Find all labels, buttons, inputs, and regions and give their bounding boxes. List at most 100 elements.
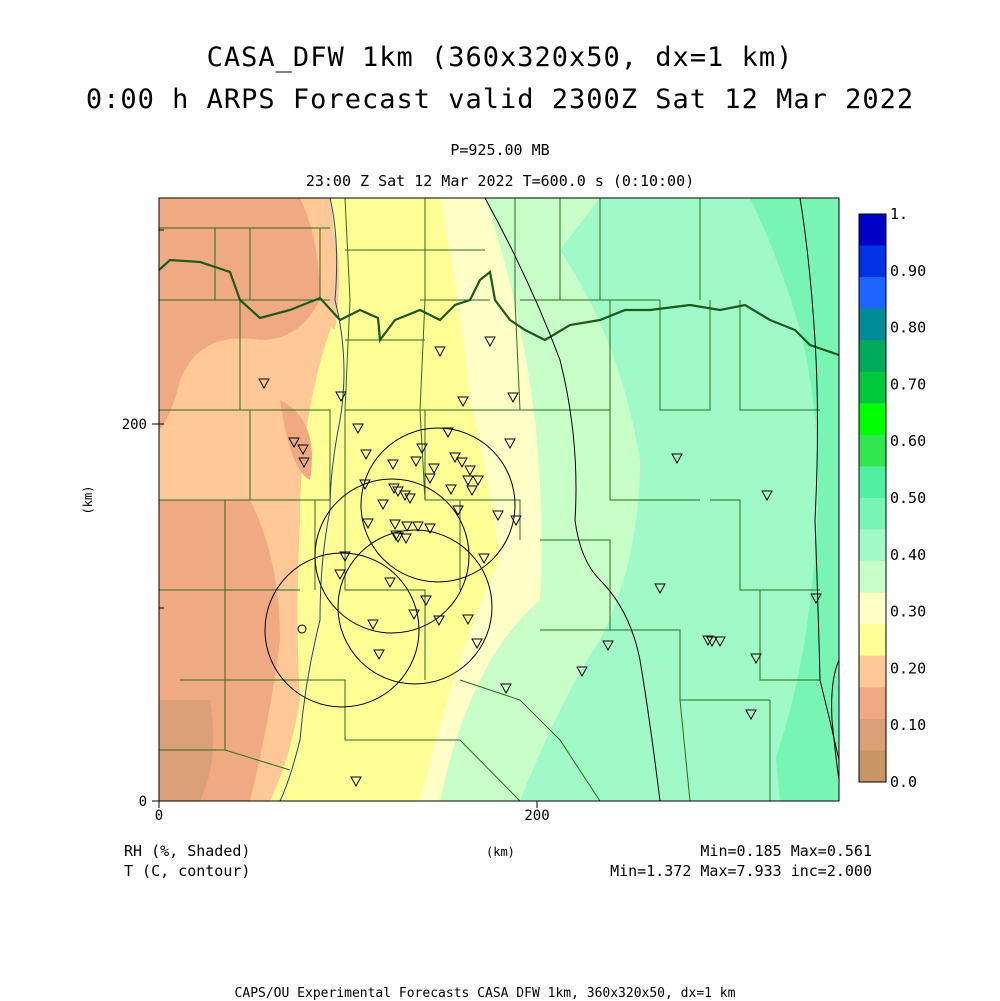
- station-marker: [702, 635, 714, 647]
- station-marker: [576, 666, 588, 678]
- station-marker: [478, 553, 490, 565]
- station-marker: [390, 530, 402, 542]
- station-marker: [408, 609, 420, 621]
- x-tick-0: 0: [155, 808, 163, 824]
- legend-swatch: [859, 498, 886, 531]
- observation-stations: [258, 336, 822, 788]
- station-marker: [471, 638, 483, 650]
- y-tick-0: 0: [139, 794, 147, 810]
- legend-label: 0.10: [890, 716, 926, 734]
- legend-swatch: [859, 466, 886, 499]
- station-marker: [452, 505, 464, 517]
- legend-swatch: [859, 624, 886, 657]
- legend-swatch: [859, 277, 886, 310]
- legend-swatch: [859, 529, 886, 562]
- x-tick-200: 200: [524, 808, 549, 824]
- station-marker: [335, 391, 347, 403]
- axis-ticks: [152, 229, 538, 808]
- station-marker: [288, 437, 300, 449]
- legend-swatch: [859, 340, 886, 373]
- legend-label: 0.0: [890, 773, 917, 791]
- station-marker: [500, 683, 512, 695]
- station-marker: [389, 519, 401, 531]
- plot-title-line2: 0:00 h ARPS Forecast valid 2300Z Sat 12 …: [85, 84, 915, 115]
- legend-swatch: [859, 655, 886, 688]
- station-marker: [410, 456, 422, 468]
- station-marker: [359, 479, 371, 491]
- station-marker: [384, 577, 396, 589]
- legend-swatch: [859, 687, 886, 720]
- station-marker: [428, 463, 440, 475]
- legend-label: 0.90: [890, 262, 926, 280]
- station-marker: [462, 614, 474, 626]
- station-marker: [504, 438, 516, 450]
- valid-time-label: 23:00 Z Sat 12 Mar 2022 T=600.0 s (0:10:…: [305, 172, 695, 190]
- rh-stats: Min=0.185 Max=0.561: [700, 842, 872, 860]
- legend-swatch: [859, 718, 886, 751]
- station-marker: [360, 449, 372, 461]
- station-marker: [464, 465, 476, 477]
- station-marker: [434, 346, 446, 358]
- plot-title-line1: CASA_DFW 1km (360x320x50, dx=1 km): [206, 42, 794, 73]
- station-marker: [334, 569, 346, 581]
- station-marker: [442, 427, 454, 439]
- station-marker: [399, 490, 411, 502]
- legend-swatch: [859, 403, 886, 436]
- legend-swatch: [859, 561, 886, 594]
- station-marker: [258, 378, 270, 390]
- station-marker: [484, 336, 496, 348]
- station-marker: [745, 709, 757, 721]
- legend-swatch: [859, 434, 886, 467]
- station-marker: [507, 392, 519, 404]
- t-stats: Min=1.372 Max=7.933 inc=2.000: [610, 862, 872, 880]
- station-marker: [392, 532, 404, 544]
- station-marker: [352, 423, 364, 435]
- legend-label: 0.70: [890, 375, 926, 393]
- color-legend: 1. 0.90 0.80 0.70 0.60 0.50 0.40 0.30 0.20 0.10 0.…: [858, 205, 926, 791]
- state-boundary: [159, 258, 839, 357]
- station-marker: [462, 475, 474, 487]
- station-marker: [373, 649, 385, 661]
- station-marker: [387, 459, 399, 471]
- station-marker: [350, 776, 362, 788]
- temperature-contours: [484, 198, 839, 801]
- legend-label: 0.20: [890, 659, 926, 677]
- county-boundaries: [159, 198, 820, 801]
- station-marker: [424, 473, 436, 485]
- station-marker: [492, 510, 504, 522]
- station-marker: [706, 636, 718, 648]
- legend-label: 0.60: [890, 432, 926, 450]
- station-marker: [388, 483, 400, 495]
- rh-field-label: RH (%, Shaded): [124, 842, 251, 860]
- radar-range-rings: [264, 427, 516, 708]
- legend-label: 0.50: [890, 489, 926, 507]
- station-marker: [420, 595, 432, 607]
- station-marker: [424, 523, 436, 535]
- station-marker: [654, 583, 666, 595]
- station-marker: [377, 499, 389, 511]
- credit-line: CAPS/OU Experimental Forecasts CASA DFW …: [234, 986, 736, 1001]
- station-marker: [367, 619, 379, 631]
- station-marker: [400, 533, 412, 545]
- station-marker: [362, 518, 374, 530]
- station-marker: [466, 485, 478, 497]
- station-marker: [412, 521, 424, 533]
- legend-label: 1.: [890, 205, 908, 223]
- legend-swatch: [859, 308, 886, 341]
- station-marker: [339, 551, 351, 563]
- station-marker: [416, 443, 428, 455]
- station-marker: [297, 444, 309, 456]
- y-tick-200: 200: [122, 417, 147, 433]
- station-marker: [602, 640, 614, 652]
- station-marker: [472, 475, 484, 487]
- legend-label: 0.80: [890, 319, 926, 337]
- station-marker: [404, 493, 416, 505]
- station-marker: [510, 515, 522, 527]
- legend-swatch: [859, 245, 886, 278]
- axis-labels: 0 200 0 200 (km): [81, 417, 550, 824]
- station-marker: [456, 457, 468, 469]
- pressure-level-label: P=925.00 MB: [450, 141, 550, 159]
- station-marker: [714, 636, 726, 648]
- station-marker: [671, 453, 683, 465]
